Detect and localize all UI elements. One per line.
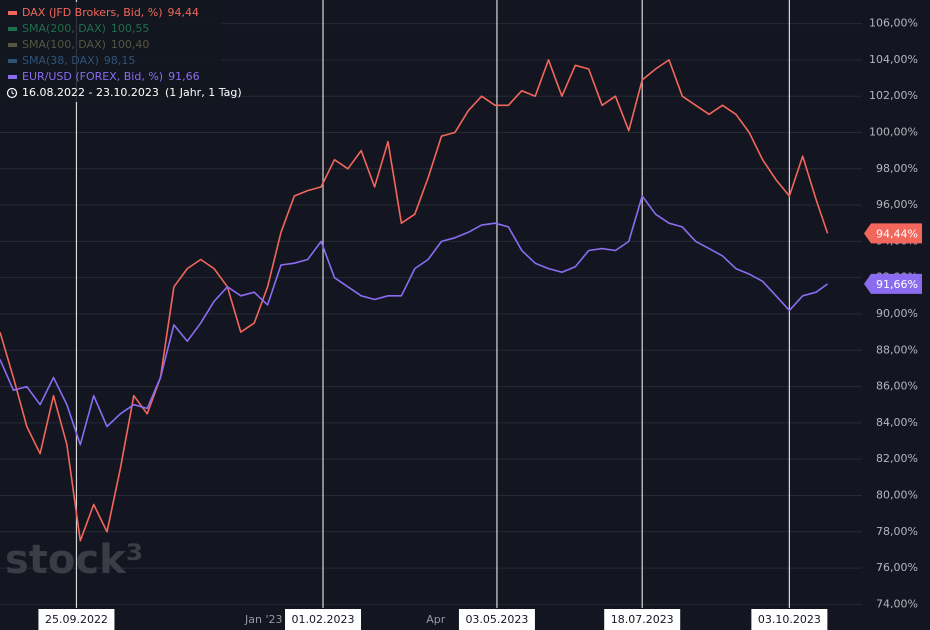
y-tick-label: 96,00%	[876, 198, 918, 211]
last-value-label: 91,66%	[876, 278, 918, 291]
y-tick-label: 86,00%	[876, 380, 918, 393]
legend-value: 91,66	[168, 70, 200, 83]
y-tick-label: 74,00%	[876, 597, 918, 610]
legend-swatch	[8, 43, 17, 47]
legend-name: SMA(38, DAX)	[22, 54, 99, 67]
series-line	[0, 59, 829, 542]
last-badge	[864, 273, 922, 294]
y-tick-label: 90,00%	[876, 307, 918, 320]
y-tick-label: 98,00%	[876, 162, 918, 175]
x-tick-box	[751, 609, 828, 630]
legend-bg	[0, 2, 222, 102]
legend-value: 98,15	[104, 54, 136, 67]
y-tick-label: 104,00%	[869, 53, 918, 66]
legend-swatch	[8, 59, 17, 63]
legend-swatch	[8, 11, 17, 15]
x-tick-label: 03.05.2023	[465, 613, 528, 626]
x-tick-label: 18.07.2023	[611, 613, 674, 626]
y-tick-label: 106,00%	[869, 17, 918, 30]
series-line	[0, 195, 829, 446]
legend-name: EUR/USD (FOREX, Bid, %)	[22, 70, 163, 83]
y-tick-label: 88,00%	[876, 343, 918, 356]
legend: DAX (JFD Brokers, Bid, %) 94,44 SMA(200, D…	[0, 2, 242, 102]
x-tick-label: Jan '23	[244, 613, 282, 626]
x-tick-label: 03.10.2023	[758, 613, 821, 626]
x-tick-label: Apr	[426, 613, 446, 626]
y-tick-label: 102,00%	[869, 89, 918, 102]
legend-value: 100,55	[111, 22, 150, 35]
x-tick-box	[285, 609, 362, 630]
x-tick-box	[604, 609, 681, 630]
plot	[0, 59, 829, 542]
y-tick-label: 80,00%	[876, 488, 918, 501]
legend-entry: SMA(38, DAX) 98,15	[22, 54, 135, 67]
clock-icon	[6, 87, 18, 99]
range-note: (1 Jahr, 1 Tag)	[165, 86, 242, 99]
legend-swatch	[8, 27, 17, 31]
legend-entry: SMA(200, DAX) 100,55	[22, 22, 149, 35]
y-tick-label: 82,00%	[876, 452, 918, 465]
last-value-label: 94,44%	[876, 227, 918, 240]
range-label: 16.08.2022 - 23.10.2023	[22, 86, 159, 99]
last-badge	[864, 223, 922, 244]
legend-entry: EUR/USD (FOREX, Bid, %) 91,66	[22, 70, 200, 83]
y-tick-label: 100,00%	[869, 125, 918, 138]
x-tick-label: 25.09.2022	[45, 613, 108, 626]
legend-name: SMA(200, DAX)	[22, 22, 106, 35]
legend-swatch	[8, 75, 17, 79]
legend-entry: SMA(100, DAX) 100,40	[22, 38, 149, 51]
range-info: 16.08.2022 - 23.10.2023 (1 Jahr, 1 Tag)	[22, 86, 242, 99]
y-tick-label: 84,00%	[876, 416, 918, 429]
grid	[0, 0, 862, 608]
y-tick-label: 76,00%	[876, 561, 918, 574]
x-tick-box	[458, 609, 535, 630]
x-tick-box	[38, 609, 115, 630]
legend-name: SMA(100, DAX)	[22, 38, 106, 51]
x-tick-label: 01.02.2023	[292, 613, 355, 626]
legend-value: 94,44	[168, 6, 200, 19]
legend-name: DAX (JFD Brokers, Bid, %)	[22, 6, 163, 19]
clock-hand	[11, 90, 15, 95]
y-tick-label: 78,00%	[876, 525, 918, 538]
watermark: stock³	[5, 537, 143, 583]
legend-value: 100,40	[111, 38, 150, 51]
legend-entry: DAX (JFD Brokers, Bid, %) 94,44	[22, 6, 199, 19]
